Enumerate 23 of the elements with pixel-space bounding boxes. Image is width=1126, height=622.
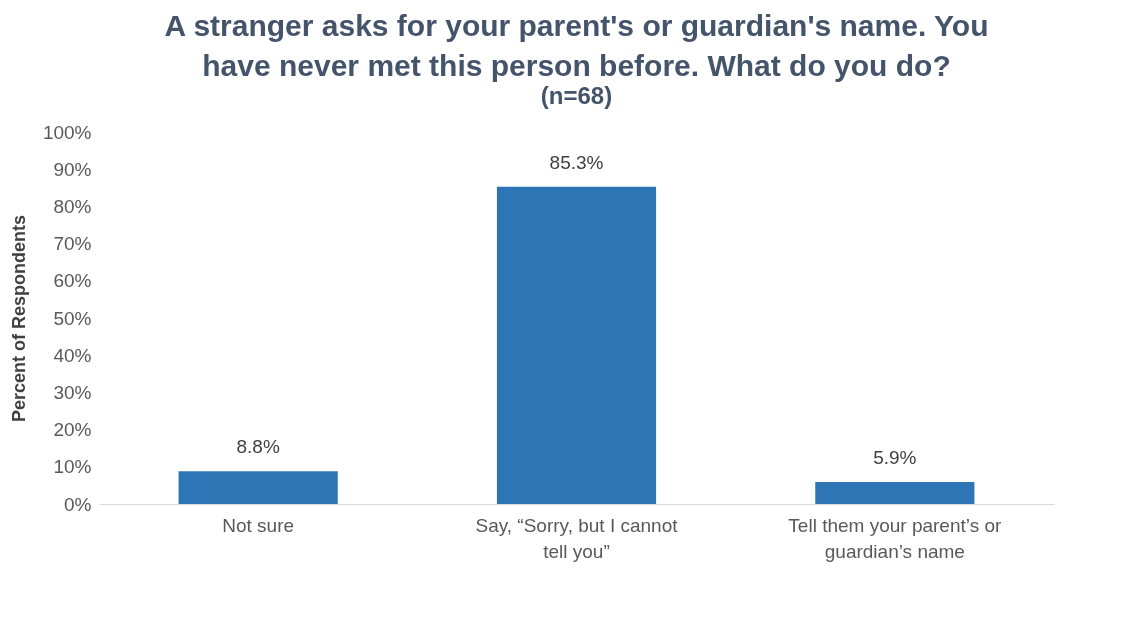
bar	[178, 471, 338, 504]
data-label: 8.8%	[236, 436, 280, 458]
y-tick-label: 50%	[53, 307, 92, 329]
y-tick-label: 80%	[53, 195, 92, 217]
y-tick-label: 90%	[53, 158, 92, 180]
data-label: 85.3%	[549, 151, 604, 173]
y-tick-label: 100%	[42, 121, 92, 143]
y-tick-label: 40%	[53, 344, 92, 366]
y-tick-label: 70%	[53, 233, 92, 255]
y-tick-label: 20%	[53, 419, 92, 441]
chart-title: A stranger asks for your parent's or guardian's name. You have never met this person before. What do you do?	[164, 9, 989, 82]
y-axis-title: Percent of Respondents	[8, 214, 29, 423]
x-tick-label: Tell them your parent’s or guardian’s name	[788, 514, 1002, 562]
y-tick-label: 0%	[64, 493, 92, 515]
y-tick-label: 30%	[53, 381, 92, 403]
y-tick-label: 10%	[53, 456, 92, 478]
bar	[496, 186, 657, 504]
bar	[815, 482, 975, 504]
x-tick-label: Not sure	[222, 514, 295, 536]
data-label: 5.9%	[873, 447, 917, 469]
chart-subtitle: (n=68)	[540, 82, 613, 109]
x-tick-label: Say, “Sorry, but I cannot tell you”	[475, 514, 679, 562]
y-tick-label: 60%	[53, 270, 92, 292]
